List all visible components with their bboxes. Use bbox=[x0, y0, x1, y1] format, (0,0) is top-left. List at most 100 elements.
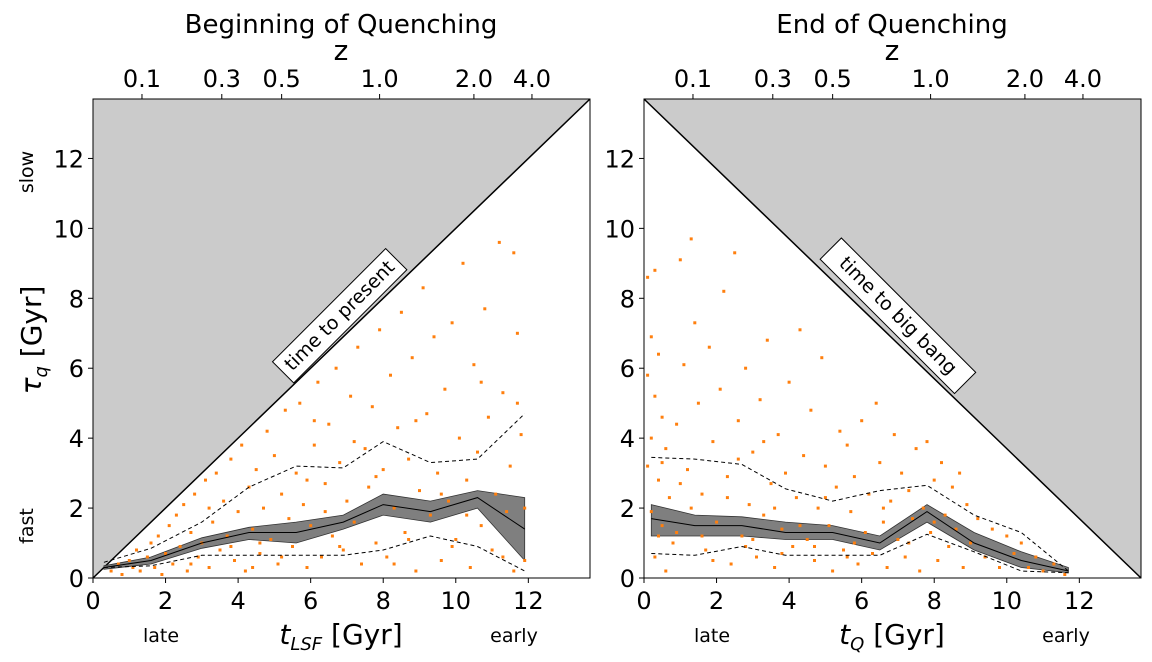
scatter-point bbox=[479, 380, 483, 384]
scatter-point bbox=[512, 569, 516, 573]
scatter-point bbox=[189, 562, 193, 566]
scatter-point bbox=[932, 520, 936, 524]
scatter-point bbox=[414, 419, 418, 423]
scatter-point bbox=[911, 517, 914, 521]
scatter-point bbox=[483, 307, 487, 311]
scatter-point bbox=[294, 471, 298, 475]
data-points bbox=[646, 237, 1067, 576]
scatter-point bbox=[671, 541, 675, 545]
x-left-label: late bbox=[694, 625, 730, 647]
scatter-point bbox=[287, 517, 291, 521]
scatter-point bbox=[798, 524, 802, 528]
top-tick-label: 1.0 bbox=[361, 65, 399, 93]
scatter-point bbox=[323, 510, 327, 514]
scatter-point bbox=[276, 562, 280, 566]
scatter-point bbox=[439, 559, 443, 562]
top-tick-label: 0.5 bbox=[814, 65, 852, 93]
scatter-point bbox=[251, 566, 255, 569]
scatter-point bbox=[283, 408, 287, 412]
scatter-point bbox=[704, 548, 708, 552]
scatter-point bbox=[827, 524, 831, 528]
scatter-point bbox=[523, 559, 527, 562]
top-axis-ticks: 0.1 0.3 0.5 1.0 2.0 4.0 bbox=[123, 65, 551, 99]
scatter-point bbox=[664, 569, 668, 573]
scatter-point bbox=[222, 499, 226, 503]
scatter-point bbox=[316, 380, 320, 384]
scatter-point bbox=[878, 461, 882, 465]
scatter-point bbox=[334, 366, 338, 370]
x-tick-label: 10 bbox=[441, 587, 472, 615]
x-axis-label-subscript: Q bbox=[850, 634, 864, 655]
scatter-point bbox=[352, 440, 356, 444]
scatter-point bbox=[214, 471, 218, 475]
chart-title: Beginning of Quenching bbox=[185, 10, 498, 40]
y-axis-label-subscript: q bbox=[31, 366, 52, 377]
scatter-point bbox=[407, 538, 411, 541]
scatter-point bbox=[834, 485, 838, 489]
scatter-point bbox=[392, 506, 396, 510]
scatter-point bbox=[838, 429, 842, 433]
scatter-point bbox=[682, 363, 686, 367]
scatter-point bbox=[863, 531, 867, 534]
x-right-label: early bbox=[490, 625, 538, 647]
scatter-point bbox=[421, 286, 425, 290]
y-tick-label: 8 bbox=[620, 285, 635, 313]
scatter-point bbox=[914, 447, 918, 451]
scatter-point bbox=[983, 555, 987, 559]
panel-end-of-quenching: 0 2 4 6 8 10 12 0 2 4 6 8 10 12 0.1 0.3 0.5 1.0 2.0 4.0 E… bbox=[604, 10, 1142, 655]
scatter-point bbox=[798, 328, 802, 332]
scatter-point bbox=[820, 356, 824, 360]
top-axis-label: z bbox=[885, 34, 900, 67]
y-axis-ticks: 0 2 4 6 8 10 12 bbox=[604, 145, 644, 593]
x-tick-label: 2 bbox=[158, 587, 173, 615]
scatter-point bbox=[254, 468, 258, 472]
scatter-point bbox=[823, 496, 827, 500]
scatter-point bbox=[867, 492, 871, 496]
scatter-point bbox=[725, 496, 729, 500]
scatter-point bbox=[780, 527, 784, 531]
scatter-point bbox=[370, 405, 374, 409]
scatter-point bbox=[689, 506, 693, 510]
scatter-point bbox=[450, 545, 454, 548]
scatter-point bbox=[207, 566, 211, 569]
x-tick-label: 8 bbox=[376, 587, 391, 615]
scatter-point bbox=[653, 555, 657, 559]
scatter-point bbox=[360, 562, 363, 566]
scatter-point bbox=[921, 506, 925, 510]
scatter-point bbox=[225, 534, 229, 538]
y-tick-label: 10 bbox=[53, 215, 84, 243]
scatter-point bbox=[744, 366, 748, 370]
x-tick-label: 4 bbox=[230, 587, 245, 615]
scatter-point bbox=[907, 489, 911, 493]
scatter-point bbox=[740, 534, 744, 538]
scatter-point bbox=[167, 524, 171, 528]
scatter-point bbox=[145, 555, 149, 559]
scatter-point bbox=[320, 555, 323, 559]
scatter-point bbox=[410, 356, 414, 360]
scatter-point bbox=[998, 566, 1001, 569]
scatter-point bbox=[678, 258, 682, 262]
scatter-point bbox=[280, 555, 284, 559]
scatter-point bbox=[178, 545, 182, 548]
plot-frame bbox=[92, 98, 591, 579]
scatter-point bbox=[1019, 541, 1023, 545]
y-axis-ticks: 0 2 4 6 8 10 12 bbox=[53, 145, 93, 593]
scatter-point bbox=[689, 237, 693, 241]
y-axis-label: τq [Gyr] bbox=[15, 286, 52, 395]
scatter-point bbox=[780, 552, 784, 555]
scatter-point bbox=[229, 545, 233, 548]
scatter-point bbox=[338, 461, 342, 465]
y-tick-label: 6 bbox=[69, 355, 84, 383]
scatter-point bbox=[969, 541, 972, 545]
scatter-point bbox=[892, 433, 896, 437]
scatter-point bbox=[399, 310, 403, 314]
scatter-point bbox=[1034, 555, 1038, 559]
scatter-point bbox=[414, 569, 418, 573]
scatter-point bbox=[664, 447, 668, 451]
scatter-point bbox=[700, 492, 704, 496]
scatter-point bbox=[131, 566, 135, 569]
median-line bbox=[103, 497, 525, 568]
x-axis-label-symbol: t bbox=[279, 618, 291, 651]
scatter-point bbox=[653, 268, 657, 272]
scatter-point bbox=[258, 552, 262, 555]
